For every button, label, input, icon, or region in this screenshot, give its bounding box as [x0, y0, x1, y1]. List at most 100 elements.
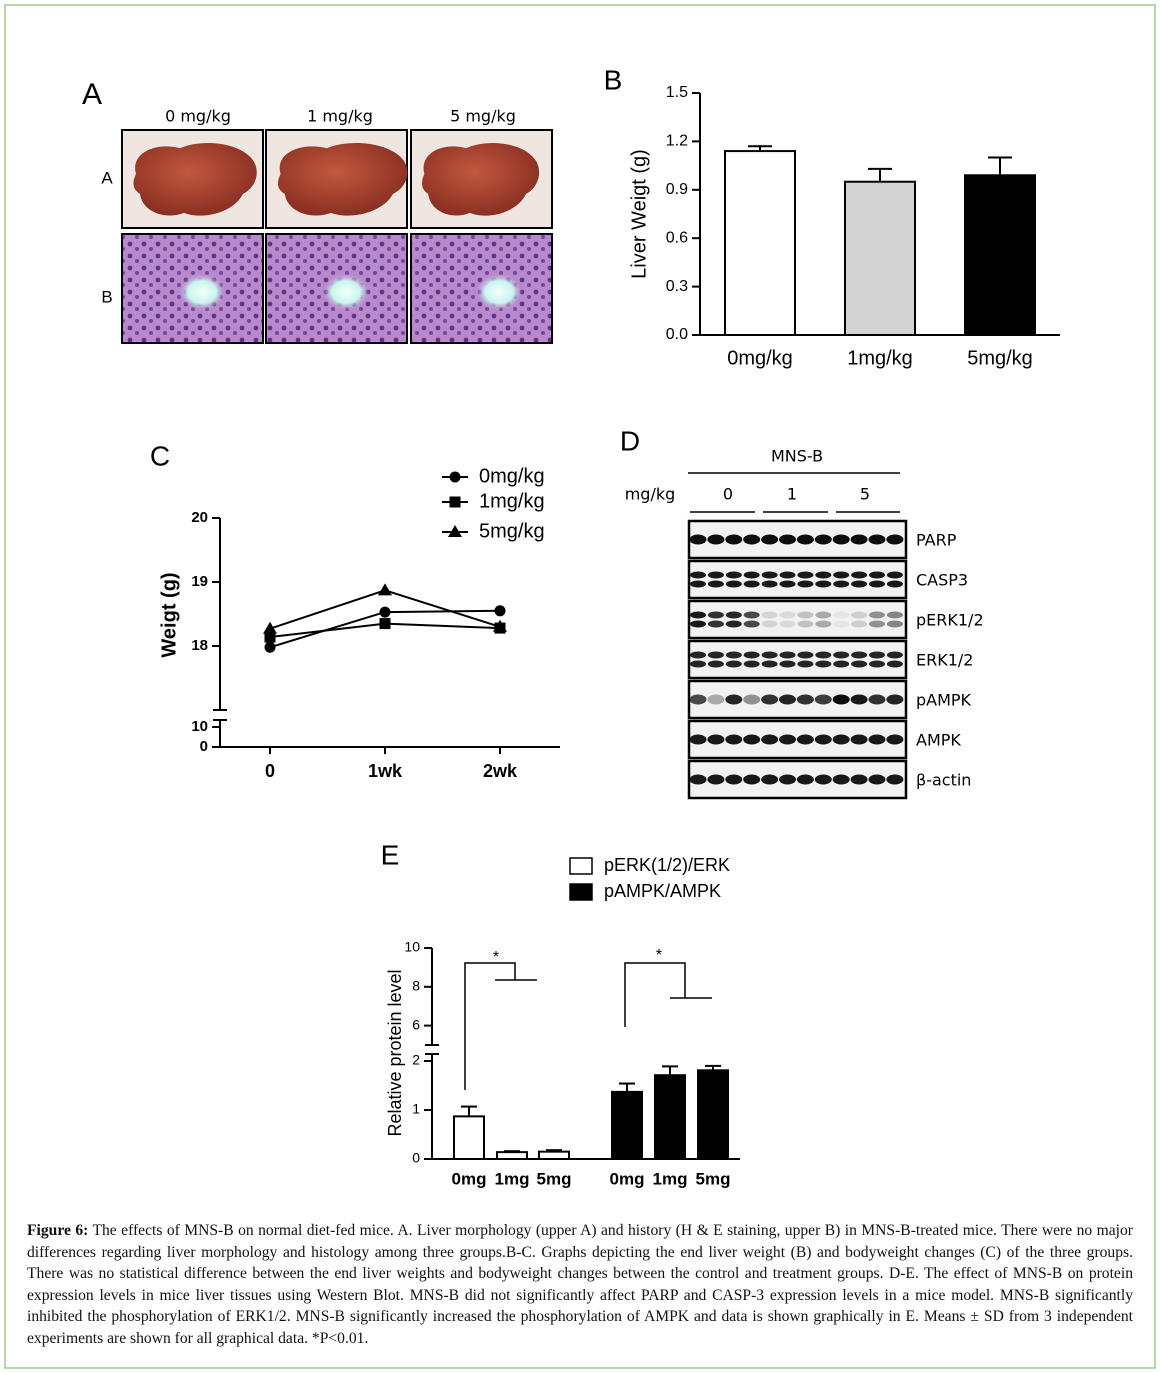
blot-band: [761, 660, 778, 668]
blot-band: [815, 571, 832, 579]
blot-band: [832, 774, 850, 785]
blot-strip: [687, 559, 908, 600]
blot-band: [690, 620, 706, 628]
y-tick-label: 0.9: [666, 181, 688, 198]
marker: [379, 618, 391, 630]
blot-band: [886, 620, 903, 628]
blot-band: [815, 660, 832, 668]
blot-band: [815, 651, 832, 659]
blot-band: [779, 571, 796, 579]
protein-label: CASP3: [916, 571, 968, 590]
blot-band: [690, 611, 706, 619]
blot-strip: [687, 599, 908, 640]
blot-band: [779, 660, 796, 668]
caption-label: Figure 6:: [27, 1222, 89, 1239]
blot-band: [886, 774, 904, 785]
blot-band: [779, 694, 796, 705]
blot-band: [797, 611, 814, 619]
blot-band: [725, 660, 742, 668]
blot-band: [689, 694, 707, 705]
legend-label: pAMPK/AMPK: [604, 881, 721, 901]
x-tick-label: 5mg/kg: [967, 347, 1033, 369]
x-tick-label: 0mg/kg: [727, 347, 793, 369]
significance-star: *: [656, 947, 662, 964]
error-bar: [461, 1105, 477, 1117]
blot-band: [779, 651, 796, 659]
blot-band: [725, 651, 742, 659]
blot-band: [725, 611, 742, 619]
bar: [453, 1115, 485, 1160]
column-label: 1 mg/kg: [307, 107, 373, 126]
bar: [844, 180, 916, 336]
blot-band: [779, 620, 796, 628]
legend-label: 1mg/kg: [479, 490, 545, 512]
legend-label: pERK(1/2)/ERK: [604, 855, 730, 875]
x-tick-label: 5mg: [696, 1169, 731, 1188]
blot-band: [815, 580, 832, 588]
blot-band: [689, 734, 707, 745]
blot-band: [833, 571, 850, 579]
legend-swatch: [569, 857, 593, 875]
blot-band: [690, 580, 706, 588]
blot-band: [814, 534, 832, 545]
blot-band: [725, 774, 743, 785]
y-tick-label: 18: [191, 637, 208, 654]
blot-band: [832, 534, 850, 545]
blot-band: [851, 571, 868, 579]
row-label: B: [101, 287, 112, 306]
y-axis-label: Weigt (g): [158, 572, 180, 657]
y-tick-label: 1.5: [666, 84, 688, 101]
blot-band: [833, 651, 850, 659]
blot-band: [761, 620, 778, 628]
blot-band: [851, 580, 868, 588]
blot-band: [725, 534, 743, 545]
blot-band: [761, 694, 779, 705]
dose-label: 1: [787, 485, 797, 504]
error-bar: [868, 167, 892, 182]
y-tick-label: 10: [404, 939, 420, 955]
blot-band: [743, 734, 761, 745]
y-axis-label: Liver Weigt (g): [628, 149, 650, 279]
blot-band: [725, 694, 743, 705]
y-tick-label: 0.3: [666, 278, 688, 295]
blot-band: [815, 620, 832, 628]
blot-band: [690, 660, 706, 668]
blot-band: [797, 620, 814, 628]
blot-band: [886, 611, 903, 619]
legend-label: 5mg/kg: [479, 520, 545, 542]
blot-band: [690, 651, 706, 659]
blot-band: [833, 611, 850, 619]
marker: [264, 631, 276, 643]
liver-shape: [421, 143, 540, 216]
blot-band: [850, 734, 868, 745]
x-tick-label: 0mg: [610, 1169, 645, 1188]
panel-label: E: [381, 839, 400, 870]
blot-band: [761, 611, 778, 619]
blot-band: [690, 571, 706, 579]
blot-band: [833, 660, 850, 668]
blot-band: [743, 611, 760, 619]
blot-band: [707, 580, 724, 588]
y-tick-label: 6: [412, 1016, 420, 1032]
blot-band: [707, 651, 724, 659]
liver-shape: [133, 143, 257, 216]
bar: [697, 1069, 729, 1161]
blot-band: [851, 620, 868, 628]
central-vein: [178, 273, 226, 311]
blot-band: [814, 694, 832, 705]
blot-band: [707, 571, 724, 579]
legend-swatch: [569, 883, 593, 901]
error-bar: [988, 156, 1012, 176]
y-tick-label: 0: [200, 738, 208, 755]
caption: Figure 6: The effects of MNS-B on normal…: [27, 1220, 1133, 1350]
x-tick-label: 1wk: [368, 761, 403, 781]
blot-band: [886, 734, 904, 745]
western-blot: PARP CASP3 pERK1/2 ERK1/2 pAMPK AMPK β-actin: [687, 519, 984, 800]
central-vein: [475, 273, 523, 311]
marker: [378, 583, 392, 596]
blot-band: [707, 694, 725, 705]
blot-band: [689, 534, 707, 545]
blot-band: [707, 734, 725, 745]
protein-label: β-actin: [916, 771, 971, 790]
blot-band: [725, 620, 742, 628]
